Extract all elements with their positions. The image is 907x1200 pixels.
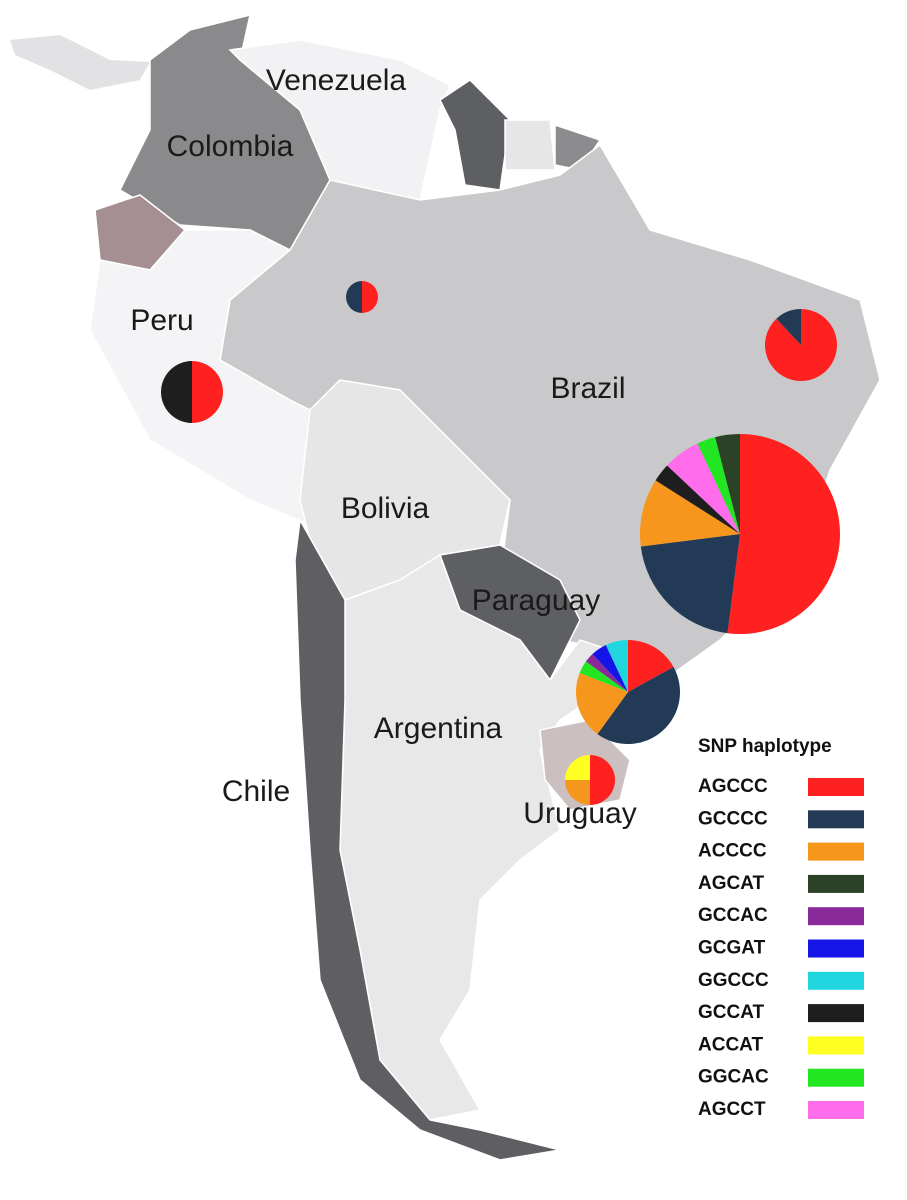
- legend-label: AGCAT: [698, 873, 765, 894]
- pie-slice: [585, 654, 628, 692]
- legend-label: GCGAT: [698, 938, 766, 959]
- legend-swatch: [808, 971, 864, 990]
- legend-swatch: [808, 842, 864, 861]
- pie-slice: [579, 661, 628, 692]
- pie-slice: [776, 309, 801, 345]
- pie-slice: [640, 534, 740, 634]
- suriname: [504, 119, 556, 171]
- legend-swatch: [808, 1004, 864, 1023]
- pie-slice: [590, 755, 615, 805]
- legend-label: GCCCC: [698, 808, 768, 829]
- pie-slice: [727, 434, 840, 634]
- legend-swatch: [808, 907, 864, 926]
- pie-slice: [362, 281, 378, 313]
- legend-swatch: [808, 1036, 864, 1055]
- pie-slice: [667, 443, 740, 534]
- pie-slice: [697, 437, 740, 534]
- country-label: Brazil: [550, 372, 625, 405]
- central-america: [10, 35, 150, 90]
- legend-label: ACCCC: [698, 841, 767, 862]
- pie-slice: [715, 434, 740, 534]
- pie-slice: [576, 672, 628, 735]
- legend-label: ACCAT: [698, 1034, 763, 1055]
- pie-slice: [628, 640, 674, 692]
- guyana: [439, 79, 511, 191]
- pie-slice: [346, 281, 362, 313]
- country-label: Bolivia: [341, 492, 430, 525]
- country-label: Paraguay: [472, 584, 600, 617]
- legend-swatch: [808, 939, 864, 958]
- pie-slice: [597, 666, 681, 745]
- country-label: Venezuela: [266, 64, 406, 97]
- pie-slice: [655, 465, 740, 534]
- legend-label: GGCCC: [698, 970, 769, 991]
- legend-label: GGCAC: [698, 1067, 769, 1088]
- chile: [294, 517, 561, 1161]
- pie-slice: [765, 309, 838, 381]
- legend-swatch: [808, 810, 864, 829]
- legend-swatch: [808, 1101, 864, 1119]
- pie-slice: [592, 644, 628, 692]
- pie-slice: [639, 480, 740, 547]
- country-label: Argentina: [374, 712, 503, 745]
- country-label: Chile: [222, 775, 290, 808]
- legend-swatch: [808, 778, 864, 796]
- pie-slice: [161, 361, 192, 423]
- legend-label: AGCCC: [698, 776, 768, 797]
- legend-label: GCCAT: [698, 1002, 765, 1023]
- pie-slice: [565, 755, 590, 780]
- legend-swatch: [808, 874, 864, 893]
- legend-label: GCCAC: [698, 905, 768, 926]
- legend-label: AGCCT: [698, 1099, 766, 1120]
- country-label: Colombia: [167, 130, 294, 163]
- pie-slice: [565, 780, 590, 805]
- pie-slice: [192, 361, 223, 423]
- legend-swatch: [808, 1068, 864, 1087]
- country-label: Peru: [130, 304, 193, 337]
- legend-title: SNP haplotype: [698, 736, 832, 757]
- pie-slice: [605, 640, 628, 692]
